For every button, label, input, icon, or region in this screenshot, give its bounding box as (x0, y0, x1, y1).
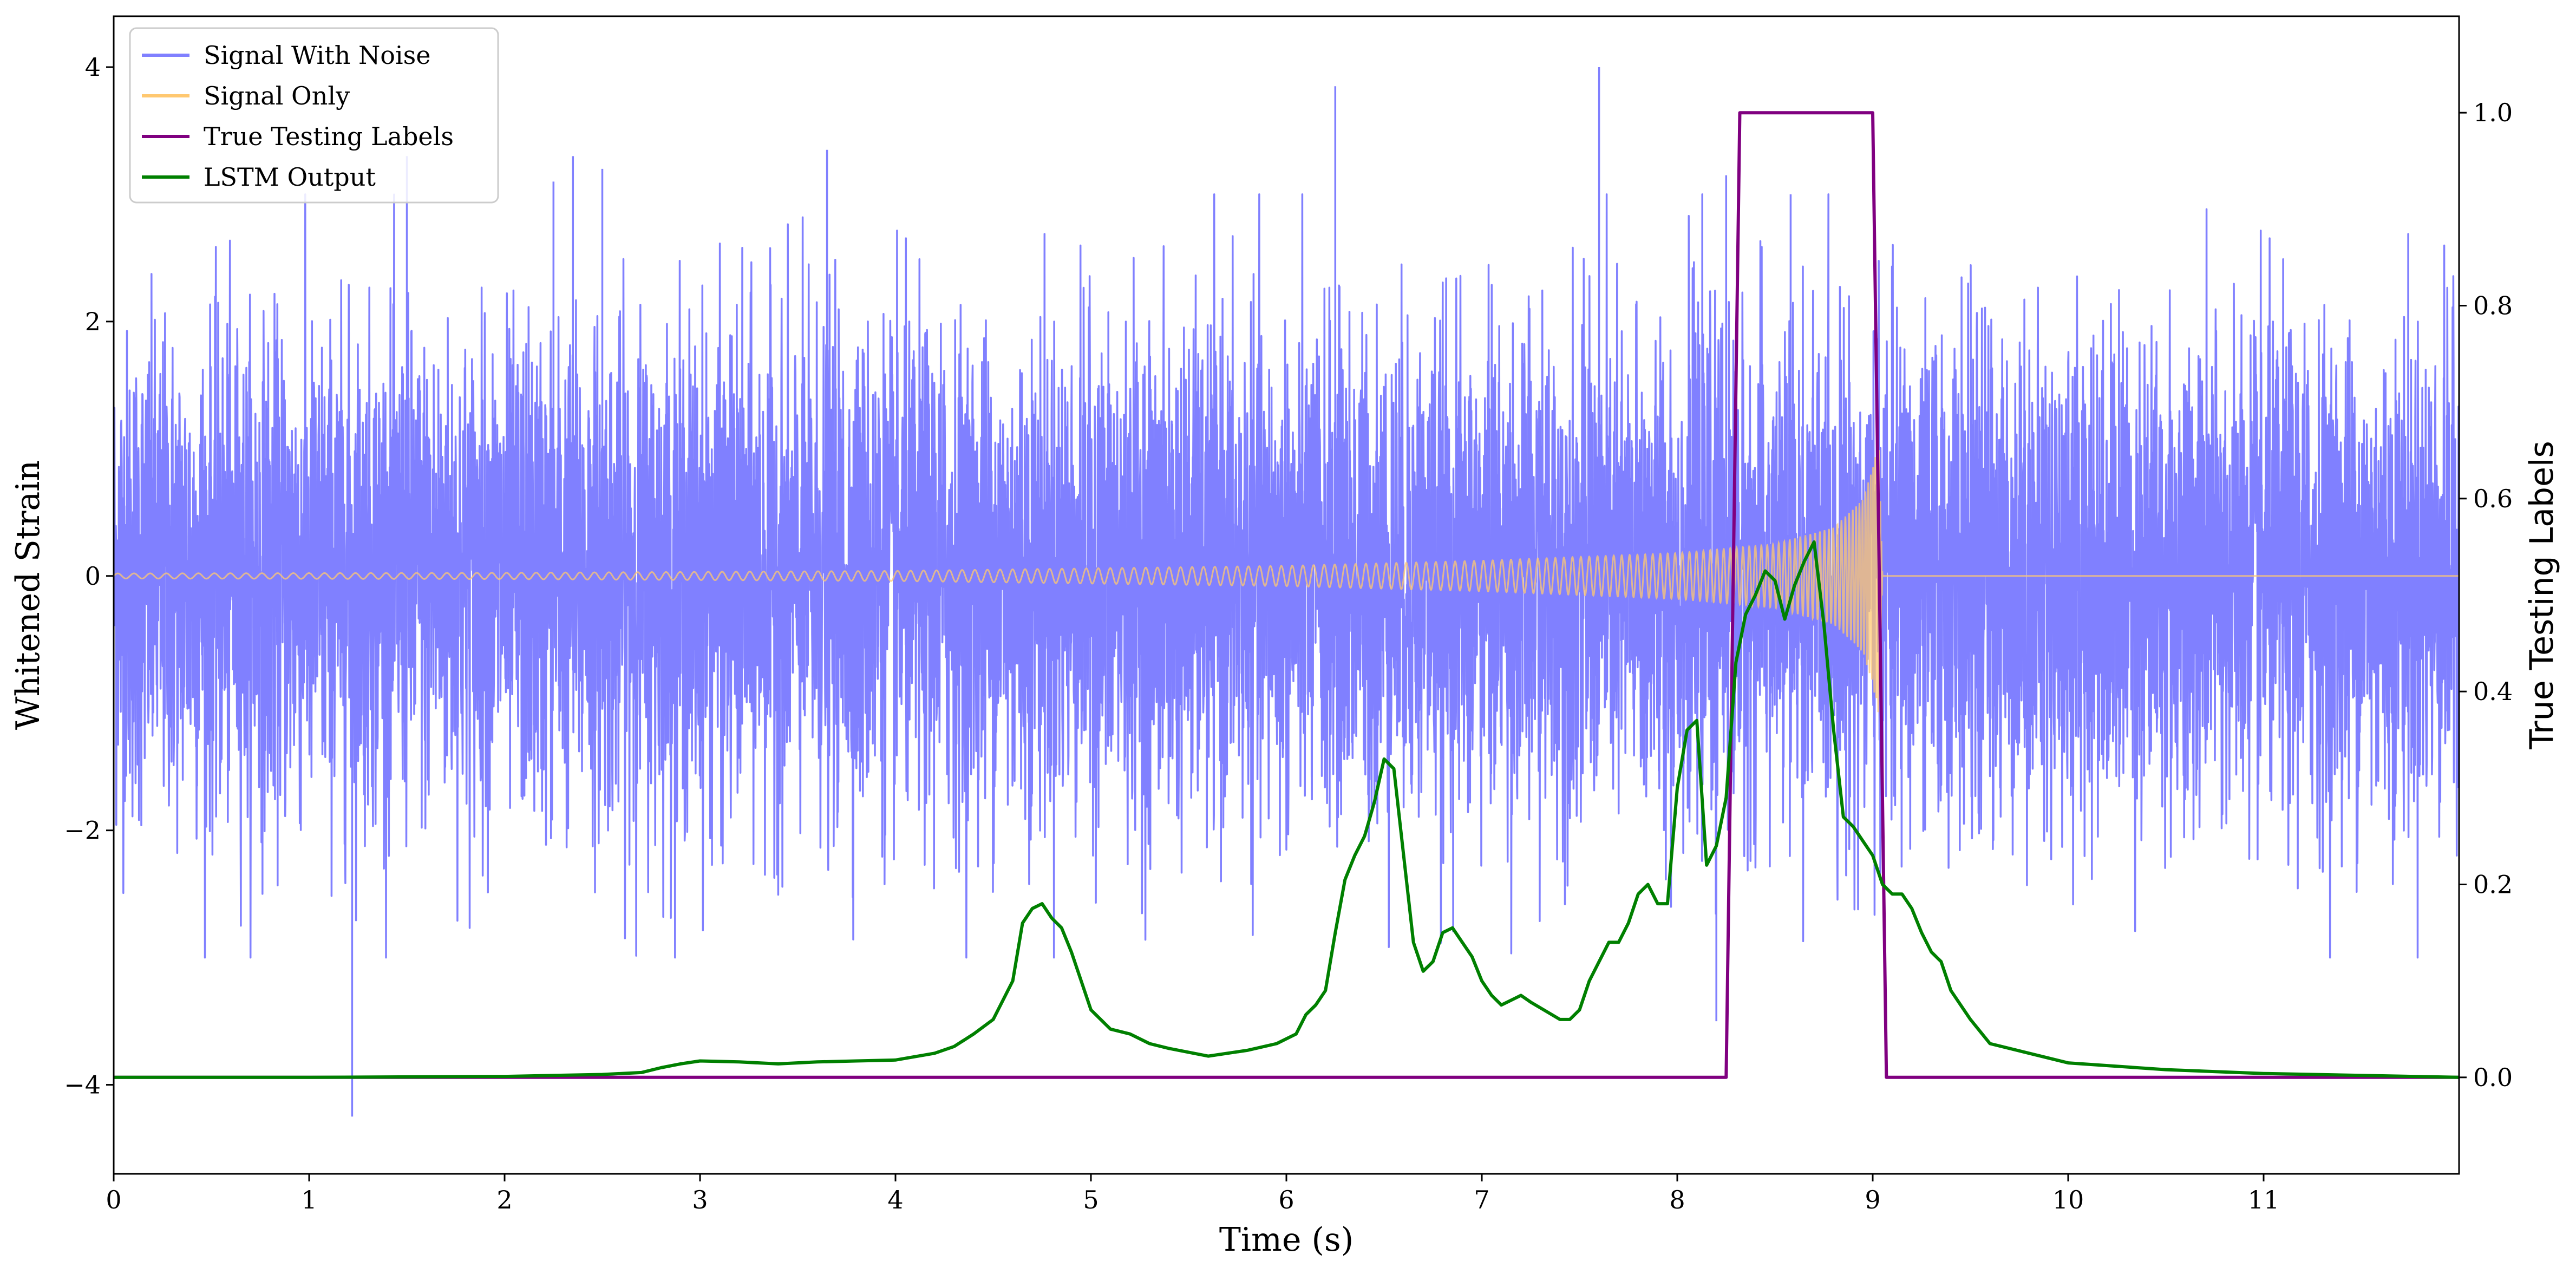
x-tick-label: 0 (106, 1185, 121, 1214)
series-true-testing-labels (114, 111, 2459, 1079)
axes: 0 1 2 3 4 5 6 7 8 9 10 11 −4 −2 0 2 4 0.0 0.2 0.4 0.6 0.8 1.0 (64, 53, 2513, 1214)
legend-box (129, 27, 499, 204)
x-axis-title: Time (s) (1219, 1221, 1354, 1259)
series-lstm-output (114, 540, 2459, 1079)
x-tick-label: 1 (301, 1185, 317, 1214)
y-axis-title: Whitened Strain (9, 460, 47, 730)
x-tick-label: 4 (887, 1185, 903, 1214)
legend: Signal With Noise Signal Only True Testing… (129, 27, 499, 204)
series-signal-with-noise (114, 67, 2459, 1117)
x-tick-label: 10 (2052, 1185, 2084, 1214)
x-tick-label: 3 (692, 1185, 708, 1214)
y-right-axis-title: True Testing Labels (2523, 441, 2561, 750)
y-tick-label: −2 (64, 816, 101, 845)
y-right-tick-label: 0.6 (2473, 484, 2513, 513)
x-tick-label: 11 (2248, 1185, 2280, 1214)
x-tick-label: 5 (1083, 1185, 1099, 1214)
legend-label: Signal Only (204, 81, 350, 110)
x-tick-label: 9 (1865, 1185, 1880, 1214)
x-tick-label: 8 (1669, 1185, 1685, 1214)
y-tick-label: 0 (85, 561, 101, 591)
y-right-tick-label: 0.8 (2473, 291, 2513, 321)
y-right-tick-label: 0.2 (2473, 870, 2513, 899)
y-tick-label: 4 (85, 53, 101, 82)
y-tick-label: 2 (85, 307, 101, 336)
series-signal-only (114, 446, 2459, 713)
x-tick-label: 2 (496, 1185, 512, 1214)
legend-label: Signal With Noise (204, 41, 430, 70)
x-tick-label: 7 (1474, 1185, 1489, 1214)
legend-label: True Testing Labels (204, 122, 454, 151)
legend-label: LSTM Output (204, 162, 376, 192)
y-tick-label: −4 (64, 1070, 101, 1100)
y-right-tick-label: 1.0 (2473, 98, 2513, 127)
plot-series (114, 67, 2459, 1117)
y-right-tick-label: 0.0 (2473, 1063, 2513, 1092)
y-right-tick-label: 0.4 (2473, 677, 2513, 706)
x-tick-label: 6 (1278, 1185, 1294, 1214)
